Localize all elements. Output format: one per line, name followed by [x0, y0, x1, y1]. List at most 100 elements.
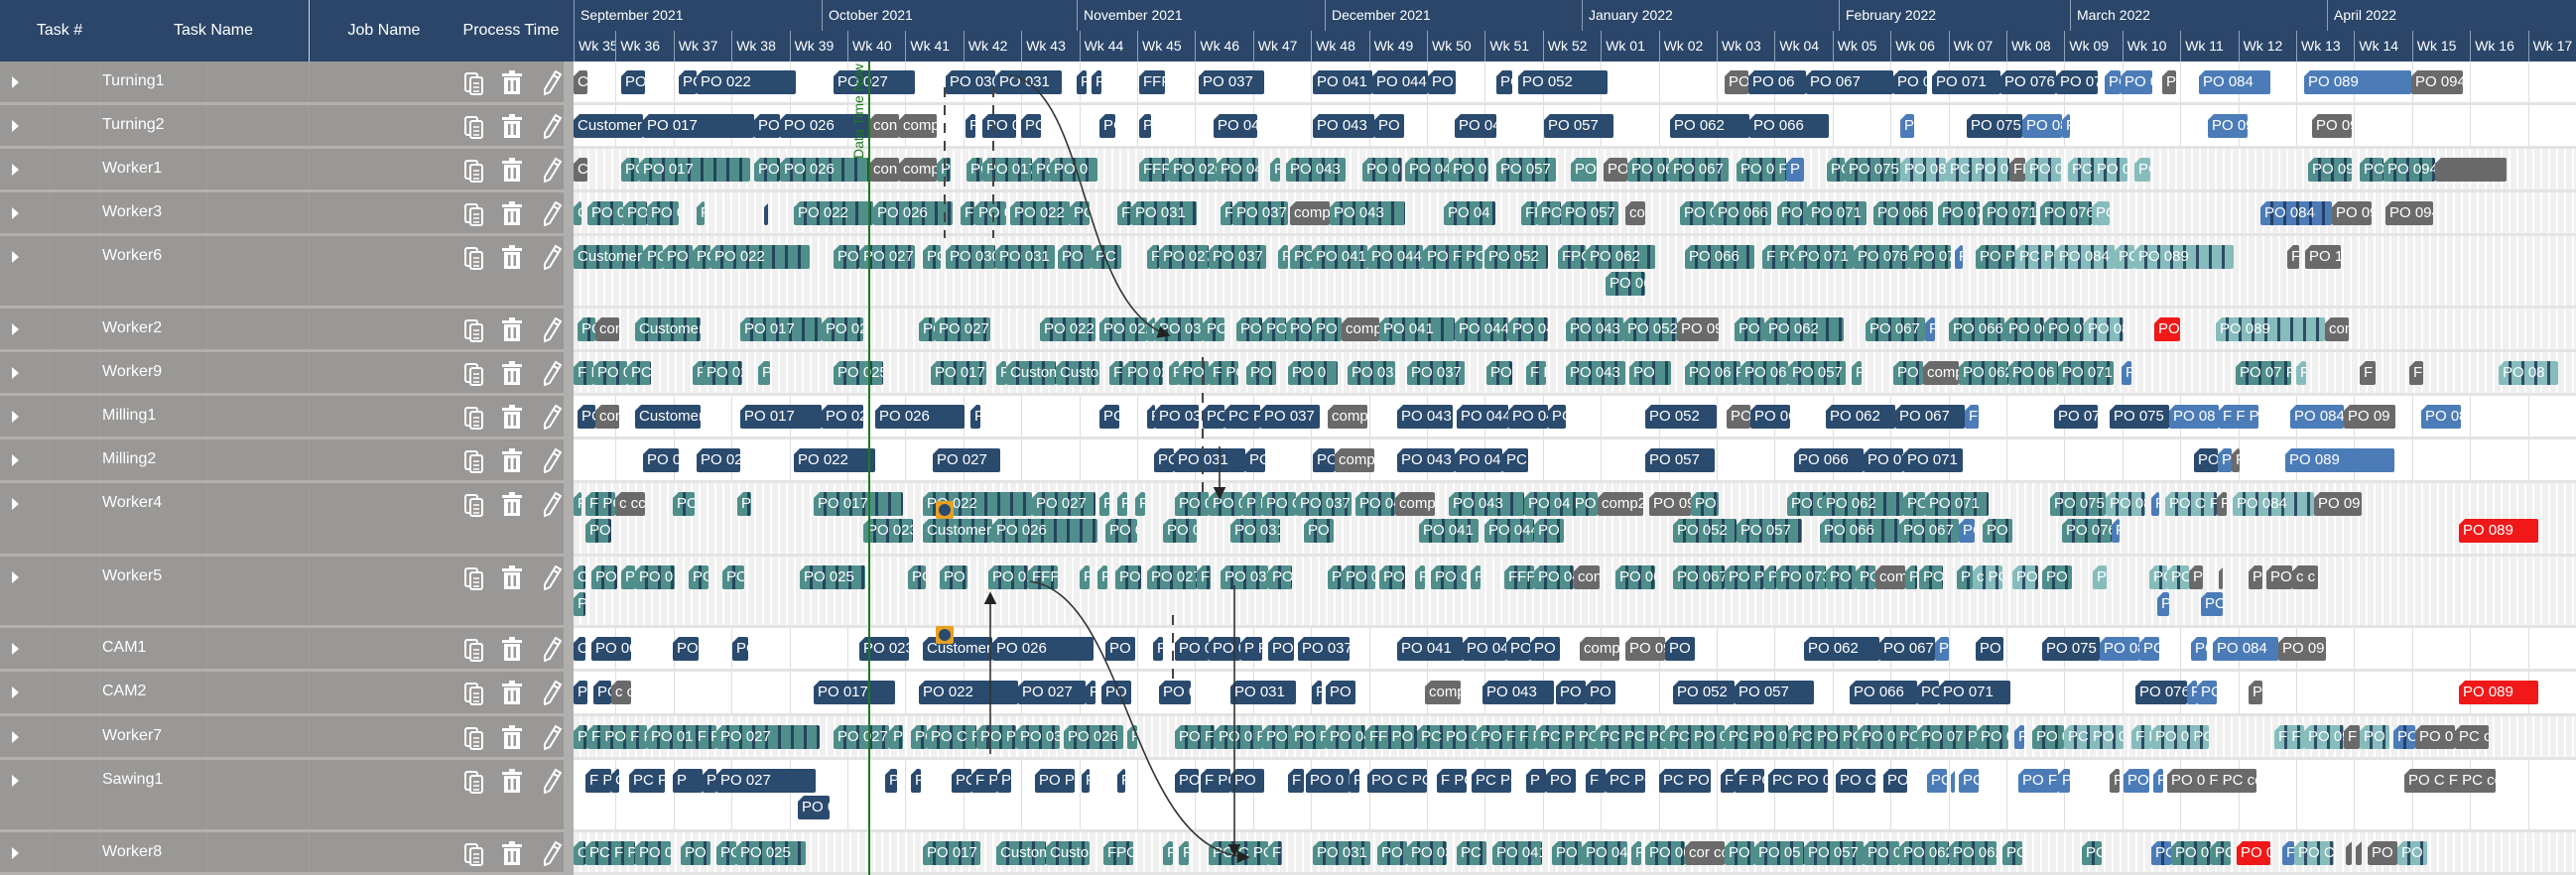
task-bar[interactable]: PC [1935, 637, 1949, 661]
task-bar[interactable]: PO 05 P [1754, 841, 1804, 865]
task-bar[interactable]: PO 04 [1214, 114, 1257, 138]
task-bar[interactable]: PC PO 09 [2068, 158, 2127, 182]
task-bar[interactable]: PO 084 [2260, 201, 2332, 225]
task-bar[interactable]: O [574, 637, 585, 661]
copy-icon[interactable] [463, 69, 487, 95]
task-row[interactable]: Sawing1 [0, 760, 564, 832]
task-bar[interactable]: PO 04 [1455, 448, 1502, 472]
task-bar[interactable]: P [1350, 769, 1359, 793]
task-bar[interactable]: PO 0 [587, 201, 623, 225]
task-bar[interactable]: PO 062 [1949, 841, 1996, 865]
task-bar[interactable]: PO 071 [1925, 492, 1989, 516]
task-bar[interactable]: P [2232, 448, 2240, 472]
task-bar[interactable]: P [1312, 681, 1322, 704]
task-bar[interactable]: PC [997, 769, 1011, 793]
pane-splitter[interactable] [564, 0, 574, 875]
copy-icon[interactable] [463, 564, 487, 590]
task-bar[interactable]: PC [2162, 70, 2176, 94]
task-bar[interactable]: PO F [1725, 841, 1754, 865]
task-bar[interactable]: PC PO PC PC [1788, 725, 1858, 749]
task-bar[interactable]: PO 022 [1040, 317, 1095, 341]
task-bar[interactable]: PO 07 [2042, 565, 2072, 589]
column-header-task-no[interactable]: Task # [36, 22, 83, 39]
task-bar[interactable]: F [996, 361, 1006, 385]
task-bar[interactable]: PC [1827, 158, 1845, 182]
task-bar[interactable]: PO 0 [2032, 725, 2064, 749]
task-bar[interactable]: comp [1290, 201, 1330, 225]
task-bar[interactable]: PO 031 [995, 70, 1062, 94]
task-bar[interactable]: Cc [574, 158, 587, 182]
task-bar[interactable]: PO [2124, 769, 2149, 793]
task-bar[interactable]: PO 071 [1794, 245, 1854, 269]
delete-icon[interactable] [501, 491, 525, 517]
task-bar[interactable]: PO 09 [2344, 405, 2395, 429]
task-bar[interactable]: PO 067 [1866, 317, 1925, 341]
task-bar[interactable]: F [2122, 361, 2131, 385]
task-bar[interactable]: F [2014, 725, 2024, 749]
task-bar[interactable]: PO 075 [1967, 114, 2022, 138]
task-bar[interactable]: comp. [1342, 317, 1379, 341]
task-bar[interactable]: PO 031 [1348, 361, 1395, 385]
task-bar[interactable]: PC [966, 158, 982, 182]
task-bar[interactable]: PO 043 [1566, 317, 1623, 341]
copy-icon[interactable] [463, 113, 487, 139]
task-bar[interactable]: PO 03 [1179, 361, 1209, 385]
task-bar[interactable]: PO [1893, 361, 1923, 385]
task-bar[interactable]: Customer [574, 245, 643, 269]
task-row[interactable]: Worker2 [0, 309, 564, 352]
task-bar[interactable]: PO 089 [2134, 245, 2234, 269]
task-bar[interactable]: Customer [635, 405, 701, 429]
task-bar[interactable]: PO 06 [1606, 272, 1645, 296]
task-bar[interactable]: PO [673, 637, 699, 661]
task-bar[interactable]: comp [1328, 405, 1367, 429]
task-bar[interactable]: PO 067 [1673, 565, 1725, 589]
task-bar[interactable]: PO 04 [1217, 158, 1258, 182]
task-bar[interactable]: PO [1268, 565, 1292, 589]
task-bar[interactable]: PC PO [629, 769, 665, 793]
task-bar[interactable]: PO 062 [1804, 637, 1879, 661]
task-bar[interactable]: PO PO [1725, 565, 1764, 589]
expand-row-icon[interactable] [10, 686, 22, 699]
task-bar[interactable]: FFF [1139, 158, 1169, 182]
copy-icon[interactable] [463, 491, 487, 517]
task-bar[interactable]: PO 02 [697, 448, 740, 472]
task-bar[interactable]: F PO [1437, 769, 1467, 793]
task-bar[interactable]: PC [908, 565, 926, 589]
task-bar[interactable]: PO 0 FPC [1737, 158, 1786, 182]
task-bar[interactable]: PO 017 [740, 405, 822, 429]
task-bar[interactable]: PO C PO 0 [1367, 769, 1427, 793]
delete-icon[interactable] [501, 680, 525, 705]
task-bar[interactable]: PO 022 [919, 681, 1018, 704]
task-bar[interactable]: PO 04 PC [1534, 565, 1574, 589]
task-bar[interactable]: PO 0 PO [2151, 725, 2209, 749]
task-bar[interactable] [1951, 769, 1955, 793]
task-bar[interactable]: PO 01 F PO [647, 725, 716, 749]
copy-icon[interactable] [463, 636, 487, 662]
task-bar[interactable]: PO C PC [1209, 841, 1268, 865]
task-bar[interactable]: PO 041 [1312, 245, 1367, 269]
task-bar[interactable]: PC [2151, 841, 2171, 865]
task-bar[interactable]: PO 067 [1879, 637, 1935, 661]
task-bar[interactable]: PC PO 08 [2015, 245, 2055, 269]
task-bar[interactable]: F F F [1526, 361, 1546, 385]
task-bar[interactable]: PO 0 [643, 448, 679, 472]
expand-row-icon[interactable] [10, 119, 22, 133]
task-bar[interactable]: PO 084 [2055, 245, 2115, 269]
task-bar[interactable]: PO 052 [1484, 245, 1548, 269]
task-bar[interactable]: PC F [923, 245, 941, 269]
task-bar[interactable]: PO 025 [736, 841, 806, 865]
task-bar[interactable]: PO [673, 492, 695, 516]
task-bar[interactable]: Customer [635, 317, 701, 341]
task-bar[interactable]: PO 031 [995, 245, 1055, 269]
edit-icon[interactable] [541, 724, 565, 751]
task-bar[interactable]: PO 027 [933, 448, 1000, 472]
task-bar[interactable]: PC [1502, 448, 1528, 472]
task-bar[interactable]: PO [1313, 448, 1335, 472]
task-bar[interactable]: PO 07 [2171, 841, 2211, 865]
task-bar[interactable]: PO 066 [1949, 317, 2004, 341]
task-bar[interactable]: PO 084 [2233, 492, 2314, 516]
task-bar[interactable]: PO 02 [822, 405, 863, 429]
task-bar[interactable]: Custom [996, 841, 1046, 865]
task-bar[interactable]: PO C P [1431, 565, 1467, 589]
task-bar[interactable]: PO [2360, 725, 2389, 749]
